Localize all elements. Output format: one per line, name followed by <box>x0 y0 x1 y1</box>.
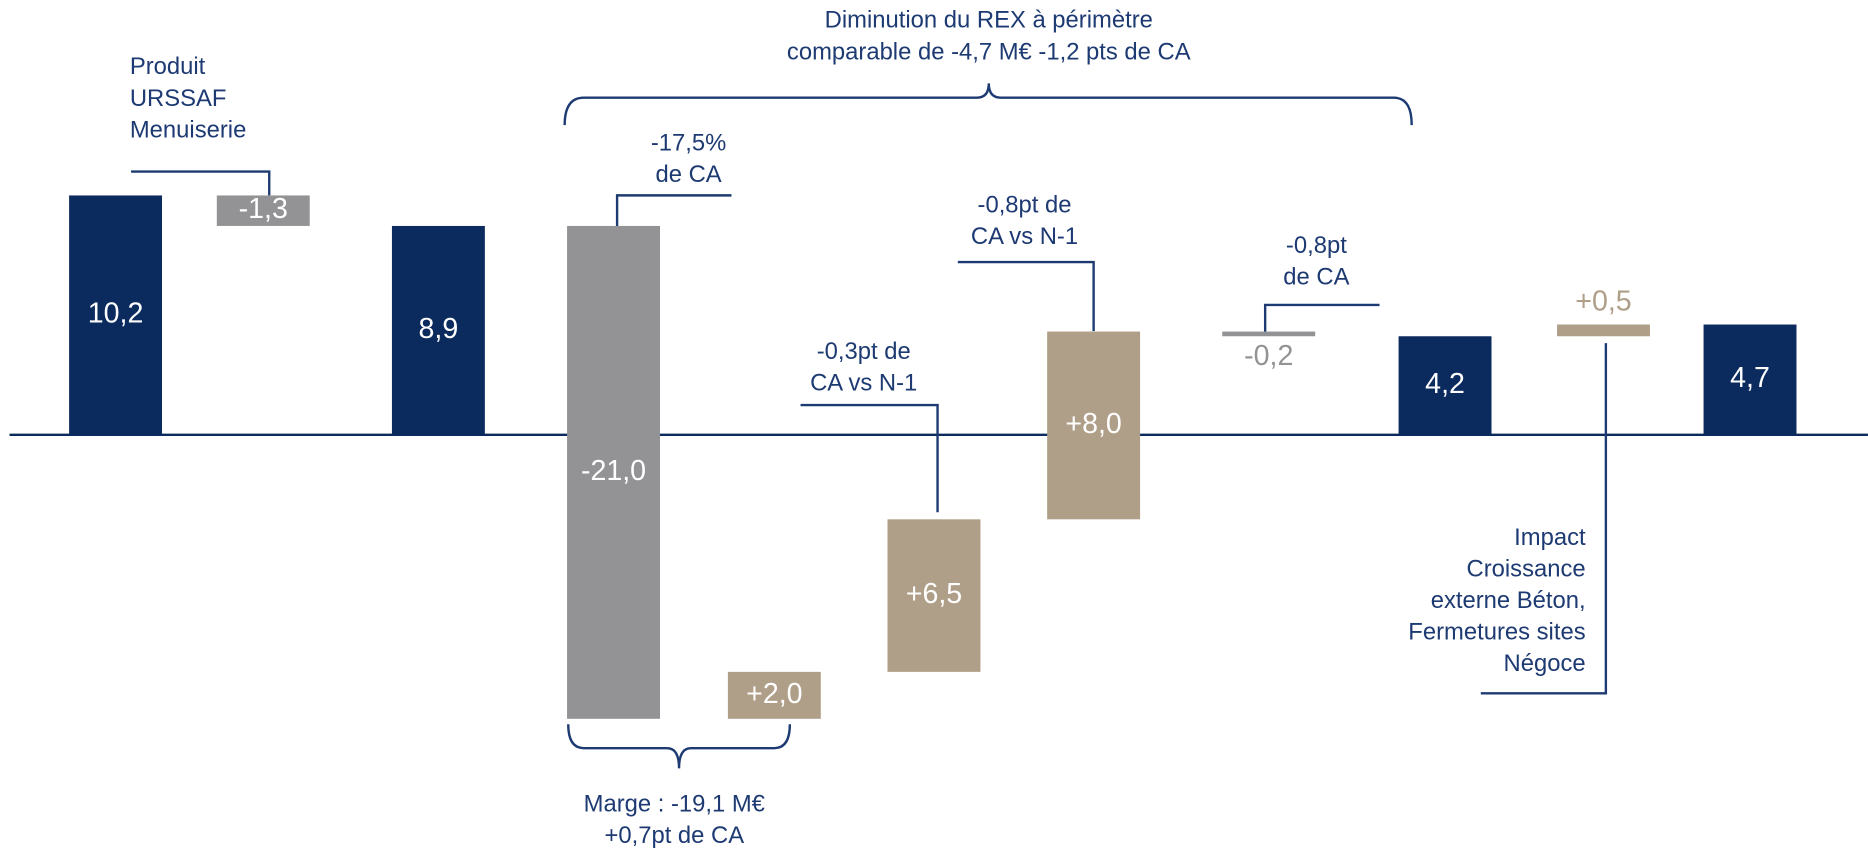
bar <box>216 195 310 226</box>
bar <box>1557 324 1650 337</box>
connector <box>957 260 1095 332</box>
value-label: +0,5 <box>1575 286 1631 318</box>
bar <box>391 225 485 435</box>
annotation: Fermetures sites <box>1408 618 1585 645</box>
value-label: +8,0 <box>1065 408 1121 440</box>
connector <box>615 194 732 227</box>
connector <box>800 403 939 513</box>
bar <box>567 225 660 719</box>
value-label: 10,2 <box>88 298 144 330</box>
annotation: Croissance <box>1467 555 1586 582</box>
annotation: +0,7pt de CA <box>604 822 744 849</box>
annotation: externe Béton, <box>1431 587 1586 614</box>
connector <box>1263 303 1380 334</box>
bar <box>1703 324 1797 435</box>
brace <box>563 83 1413 126</box>
value-label: 4,2 <box>1425 368 1465 400</box>
bar <box>69 195 163 435</box>
bar <box>1047 331 1141 520</box>
connector <box>131 170 271 196</box>
annotation: -0,3pt de <box>817 338 911 365</box>
annotation: Menuiserie <box>130 116 246 143</box>
value-label: -21,0 <box>581 455 646 487</box>
brace <box>567 724 792 769</box>
value-label: 8,9 <box>419 313 459 345</box>
value-label: +2,0 <box>746 678 802 710</box>
bar <box>1398 336 1492 435</box>
bar <box>1222 331 1316 337</box>
annotation: de CA <box>1283 263 1349 290</box>
annotation: -17,5% <box>651 129 726 156</box>
connector <box>1480 343 1608 695</box>
annotation: de CA <box>655 161 721 188</box>
annotation: comparable de -4,7 M€ -1,2 pts de CA <box>787 38 1191 65</box>
value-label: 4,7 <box>1730 362 1770 394</box>
annotation: Diminution du REX à périmètre <box>825 7 1153 34</box>
annotation: -0,8pt de <box>978 191 1072 218</box>
annotation: Marge : -19,1 M€ <box>584 791 765 818</box>
value-label: -1,3 <box>239 193 288 225</box>
bar <box>887 519 981 672</box>
annotation: CA vs N-1 <box>971 223 1078 250</box>
annotation: CA vs N-1 <box>810 369 917 396</box>
annotation: Négoce <box>1504 650 1586 677</box>
bar <box>727 671 821 719</box>
annotation: Produit <box>130 53 206 80</box>
value-label: +6,5 <box>906 578 962 610</box>
annotation: -0,8pt <box>1286 232 1347 259</box>
value-label: -0,2 <box>1244 340 1293 372</box>
annotation: Impact <box>1514 524 1586 551</box>
chart-area: 10,2 -1,3 8,9 -21,0 +2,0 +6,5 +8,0 -0,2 4,2 +0,5 4… <box>9 7 1868 849</box>
annotation: URSSAF <box>130 85 227 112</box>
